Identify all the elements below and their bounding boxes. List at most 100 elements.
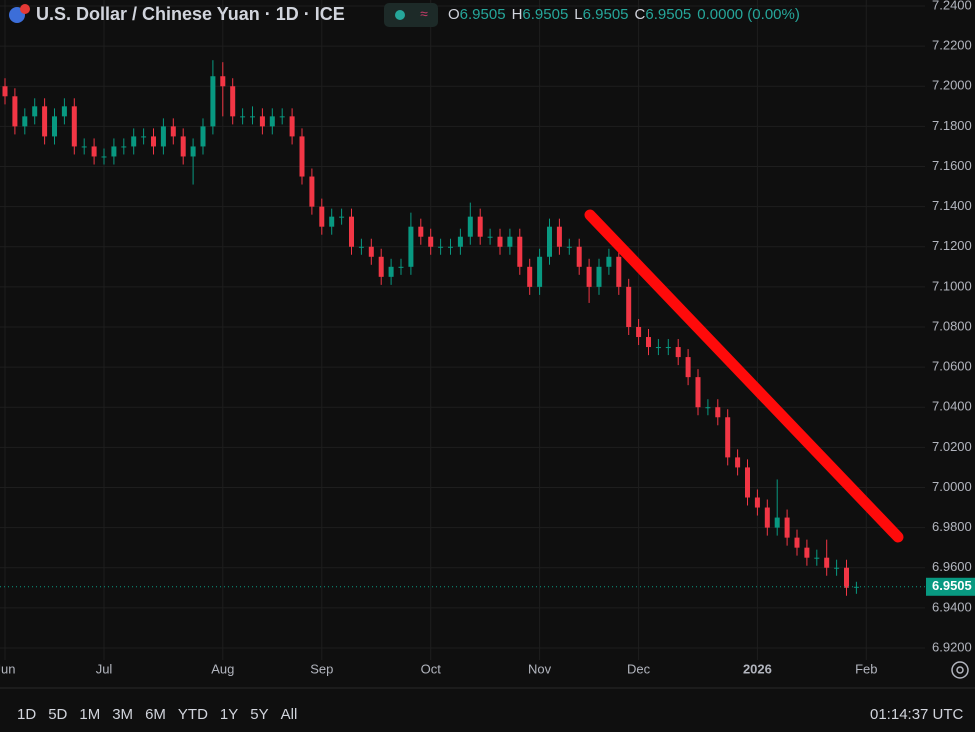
y-tick-label: 7.1800	[932, 118, 972, 133]
candle-body	[329, 216, 335, 227]
candle-body	[408, 226, 414, 267]
candle-body	[517, 236, 523, 267]
x-axis: Jun Jul Aug Sep Oct Nov Dec 2026 Feb	[0, 661, 878, 676]
candle-body	[824, 557, 830, 568]
clock: 01:14:37 UTC	[870, 706, 964, 723]
x-tick-label: Jun	[0, 661, 15, 676]
y-tick-label: 7.0800	[932, 318, 972, 333]
x-tick-label: Jul	[96, 661, 113, 676]
candle-body	[111, 146, 117, 157]
x-tick-label: Aug	[211, 661, 234, 676]
ohlc-key: O	[448, 6, 460, 23]
range-button[interactable]: YTD	[178, 706, 208, 723]
ohlc-key: L	[574, 6, 582, 23]
candle-body	[507, 236, 513, 247]
y-tick-label: 7.0400	[932, 399, 972, 414]
market-status-dot	[395, 10, 405, 20]
candle-body	[190, 146, 196, 157]
y-tick-label: 7.1200	[932, 238, 972, 253]
header: U.S. Dollar / Chinese Yuan · 1D · ICE ≈	[9, 3, 438, 27]
candle-body	[101, 156, 107, 158]
x-tick-label: Oct	[421, 661, 442, 676]
candle-body	[685, 357, 691, 378]
candle-body	[210, 76, 216, 127]
range-button[interactable]: All	[281, 706, 298, 723]
candle-body	[121, 146, 127, 148]
candle-body	[566, 246, 572, 248]
y-tick-label: 7.1000	[932, 278, 972, 293]
ohlc-value: 6.9505	[460, 6, 506, 23]
candle-body	[626, 286, 632, 327]
candle-body	[715, 407, 721, 418]
range-button[interactable]: 3M	[112, 706, 133, 723]
x-tick-label: 2026	[743, 661, 772, 676]
candle-body	[42, 106, 48, 137]
flag-icon-cny	[20, 4, 30, 14]
settings-icon[interactable]	[951, 661, 969, 679]
toolbar: 1D 5D 1M 3M 6M YTD 1Y 5Y All 01:14:37 UTC	[17, 706, 964, 723]
candle-body	[576, 246, 582, 267]
candle-body	[705, 407, 711, 409]
candle-body	[636, 326, 642, 338]
range-button[interactable]: 1Y	[220, 706, 238, 723]
candle-body	[438, 246, 444, 248]
candle-body	[695, 377, 701, 408]
ohlc-value: 6.9505	[645, 6, 691, 23]
approx-icon: ≈	[420, 6, 428, 22]
candle-body	[616, 256, 622, 287]
candle-body	[151, 136, 156, 147]
range-button[interactable]: 1D	[17, 706, 36, 723]
range-button[interactable]: 6M	[145, 706, 166, 723]
candle-body	[240, 116, 246, 118]
y-tick-label: 6.9800	[932, 519, 972, 534]
candle-body	[71, 106, 77, 147]
candle-body	[655, 347, 661, 349]
y-tick-label: 7.0000	[932, 479, 972, 494]
y-axis: 6.9200 6.9400 6.9600 6.9800 7.0000 7.0200 7.04…	[926, 0, 975, 654]
candle-body	[170, 126, 176, 137]
candle-body	[2, 86, 8, 97]
candle-body	[556, 226, 562, 247]
candle-body	[418, 226, 424, 237]
y-tick-label: 7.2000	[932, 78, 972, 93]
candle-body	[844, 567, 849, 588]
last-price-tag	[926, 577, 975, 596]
candle-body	[675, 347, 681, 358]
candle-body	[398, 266, 404, 268]
range-button[interactable]: 1M	[79, 706, 100, 723]
range-button[interactable]: 5D	[48, 706, 67, 723]
candle-body	[586, 266, 592, 287]
candle-body	[378, 256, 384, 277]
y-tick-label: 7.2200	[932, 38, 972, 53]
ohlc-value: 6.9505	[583, 6, 629, 23]
candle-body	[725, 417, 731, 458]
candle-body	[428, 236, 434, 247]
candle-body	[537, 256, 543, 287]
candle-body	[32, 106, 38, 117]
x-tick-label: Nov	[528, 661, 552, 676]
y-tick-label: 7.1600	[932, 158, 972, 173]
candle-body	[22, 116, 28, 127]
candle-body	[141, 136, 147, 138]
candle-body	[160, 126, 166, 147]
candle-body	[259, 116, 265, 127]
candle-body	[596, 266, 602, 287]
candle-body	[269, 116, 275, 127]
candle-body	[735, 457, 741, 468]
candle-body	[606, 256, 612, 267]
candle-body	[339, 216, 345, 218]
candle-body	[764, 507, 770, 528]
candle-body	[52, 116, 57, 137]
y-tick-label: 7.0600	[932, 359, 972, 374]
status-pill	[384, 3, 438, 27]
candle-body	[547, 226, 552, 257]
candle-body	[467, 216, 473, 237]
candle-body	[349, 216, 354, 247]
candle-body	[448, 246, 453, 248]
range-button[interactable]: 5Y	[250, 706, 268, 723]
ohlc-change: 0.0000 (0.00%)	[697, 6, 800, 23]
candle-body	[834, 567, 840, 569]
candle-body	[230, 86, 236, 117]
ohlc-key: C	[635, 6, 646, 23]
